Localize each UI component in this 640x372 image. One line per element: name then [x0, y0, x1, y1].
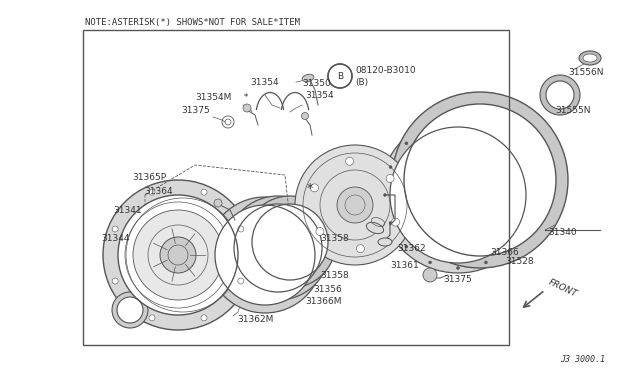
Circle shape — [390, 127, 526, 263]
Circle shape — [295, 145, 415, 265]
Circle shape — [508, 142, 511, 145]
Circle shape — [252, 204, 328, 280]
Text: 31366: 31366 — [490, 247, 519, 257]
Circle shape — [529, 193, 532, 196]
Text: 31362M: 31362M — [237, 315, 273, 324]
Ellipse shape — [579, 51, 601, 65]
Circle shape — [215, 205, 315, 305]
Circle shape — [234, 204, 322, 292]
Ellipse shape — [378, 238, 392, 246]
Circle shape — [389, 166, 392, 169]
Text: 31362: 31362 — [397, 244, 426, 253]
Circle shape — [112, 278, 118, 284]
Circle shape — [103, 180, 253, 330]
Circle shape — [383, 193, 387, 196]
Text: 31361: 31361 — [390, 260, 419, 269]
Circle shape — [429, 261, 431, 264]
Text: 31340: 31340 — [548, 228, 577, 237]
Circle shape — [160, 237, 196, 273]
Text: 31356: 31356 — [313, 285, 342, 294]
Circle shape — [301, 112, 308, 119]
Circle shape — [112, 292, 148, 328]
Text: *: * — [241, 93, 248, 102]
Text: FRONT: FRONT — [547, 278, 579, 299]
Circle shape — [546, 81, 574, 109]
Text: 31354: 31354 — [251, 77, 279, 87]
Text: 08120-B3010: 08120-B3010 — [355, 65, 415, 74]
Text: B: B — [337, 71, 343, 80]
Circle shape — [380, 117, 536, 273]
Circle shape — [316, 228, 324, 235]
Text: 31375: 31375 — [181, 106, 210, 115]
Circle shape — [404, 104, 556, 256]
Circle shape — [524, 221, 527, 224]
Circle shape — [484, 261, 488, 264]
Circle shape — [149, 189, 155, 195]
Circle shape — [540, 75, 580, 115]
Text: 31350: 31350 — [302, 78, 331, 87]
Circle shape — [337, 187, 373, 223]
Bar — [83, 30, 509, 345]
Circle shape — [243, 104, 251, 112]
Circle shape — [214, 199, 222, 207]
Text: 31366M: 31366M — [305, 296, 342, 305]
Text: 31354: 31354 — [305, 90, 333, 99]
Text: 31354M: 31354M — [196, 93, 232, 102]
Circle shape — [392, 92, 568, 268]
Circle shape — [201, 315, 207, 321]
Circle shape — [356, 245, 364, 253]
Text: 31365P: 31365P — [132, 173, 166, 182]
Circle shape — [405, 142, 408, 145]
Circle shape — [392, 218, 399, 226]
Circle shape — [423, 268, 437, 282]
Circle shape — [117, 297, 143, 323]
Ellipse shape — [583, 54, 597, 62]
Circle shape — [456, 121, 460, 124]
Circle shape — [456, 266, 460, 269]
Circle shape — [133, 210, 223, 300]
Circle shape — [238, 278, 244, 284]
Ellipse shape — [366, 222, 383, 234]
Circle shape — [226, 196, 330, 300]
Circle shape — [386, 174, 394, 183]
Text: 31556N: 31556N — [568, 67, 604, 77]
Text: 31358: 31358 — [320, 234, 349, 243]
Circle shape — [328, 64, 352, 88]
Circle shape — [429, 126, 431, 129]
Circle shape — [118, 195, 238, 315]
Circle shape — [244, 196, 336, 288]
Circle shape — [524, 166, 527, 169]
Text: 31358: 31358 — [320, 272, 349, 280]
Text: NOTE:ASTERISK(*) SHOWS*NOT FOR SALE*ITEM: NOTE:ASTERISK(*) SHOWS*NOT FOR SALE*ITEM — [85, 17, 300, 26]
Circle shape — [405, 245, 408, 248]
Text: (B): (B) — [355, 77, 368, 87]
Circle shape — [201, 189, 207, 195]
Text: 31364: 31364 — [145, 186, 173, 196]
Text: 31555N: 31555N — [555, 106, 591, 115]
Text: 31528: 31528 — [505, 257, 534, 266]
Text: 31375: 31375 — [443, 276, 472, 285]
Ellipse shape — [302, 74, 314, 82]
Circle shape — [389, 221, 392, 224]
Circle shape — [346, 157, 353, 165]
Circle shape — [112, 226, 118, 232]
Circle shape — [238, 226, 244, 232]
Text: 31341: 31341 — [113, 205, 142, 215]
Circle shape — [484, 126, 488, 129]
Circle shape — [207, 197, 323, 313]
Circle shape — [508, 245, 511, 248]
Text: 31344: 31344 — [102, 234, 130, 243]
Text: J3 3000.1: J3 3000.1 — [560, 356, 605, 365]
Circle shape — [310, 184, 319, 192]
Text: *: * — [307, 182, 313, 195]
Circle shape — [149, 315, 155, 321]
